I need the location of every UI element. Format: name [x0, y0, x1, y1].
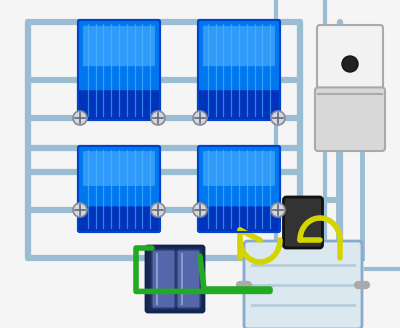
Circle shape [271, 111, 285, 125]
FancyBboxPatch shape [203, 26, 275, 66]
FancyBboxPatch shape [79, 21, 159, 90]
FancyBboxPatch shape [83, 151, 155, 186]
FancyBboxPatch shape [244, 241, 362, 328]
FancyBboxPatch shape [78, 146, 160, 232]
Circle shape [271, 203, 285, 217]
FancyBboxPatch shape [198, 20, 280, 120]
Circle shape [151, 203, 165, 217]
FancyBboxPatch shape [199, 21, 279, 90]
Circle shape [342, 56, 358, 72]
FancyBboxPatch shape [78, 20, 160, 120]
Circle shape [73, 203, 87, 217]
FancyBboxPatch shape [79, 147, 159, 206]
FancyBboxPatch shape [152, 250, 175, 308]
FancyBboxPatch shape [198, 146, 280, 232]
Circle shape [193, 111, 207, 125]
FancyBboxPatch shape [317, 25, 383, 97]
FancyBboxPatch shape [177, 250, 200, 308]
FancyBboxPatch shape [199, 147, 279, 206]
FancyBboxPatch shape [315, 87, 385, 151]
Circle shape [151, 111, 165, 125]
Circle shape [193, 203, 207, 217]
Circle shape [73, 111, 87, 125]
FancyBboxPatch shape [146, 246, 204, 312]
FancyBboxPatch shape [203, 151, 275, 186]
FancyBboxPatch shape [83, 26, 155, 66]
FancyBboxPatch shape [284, 197, 322, 248]
